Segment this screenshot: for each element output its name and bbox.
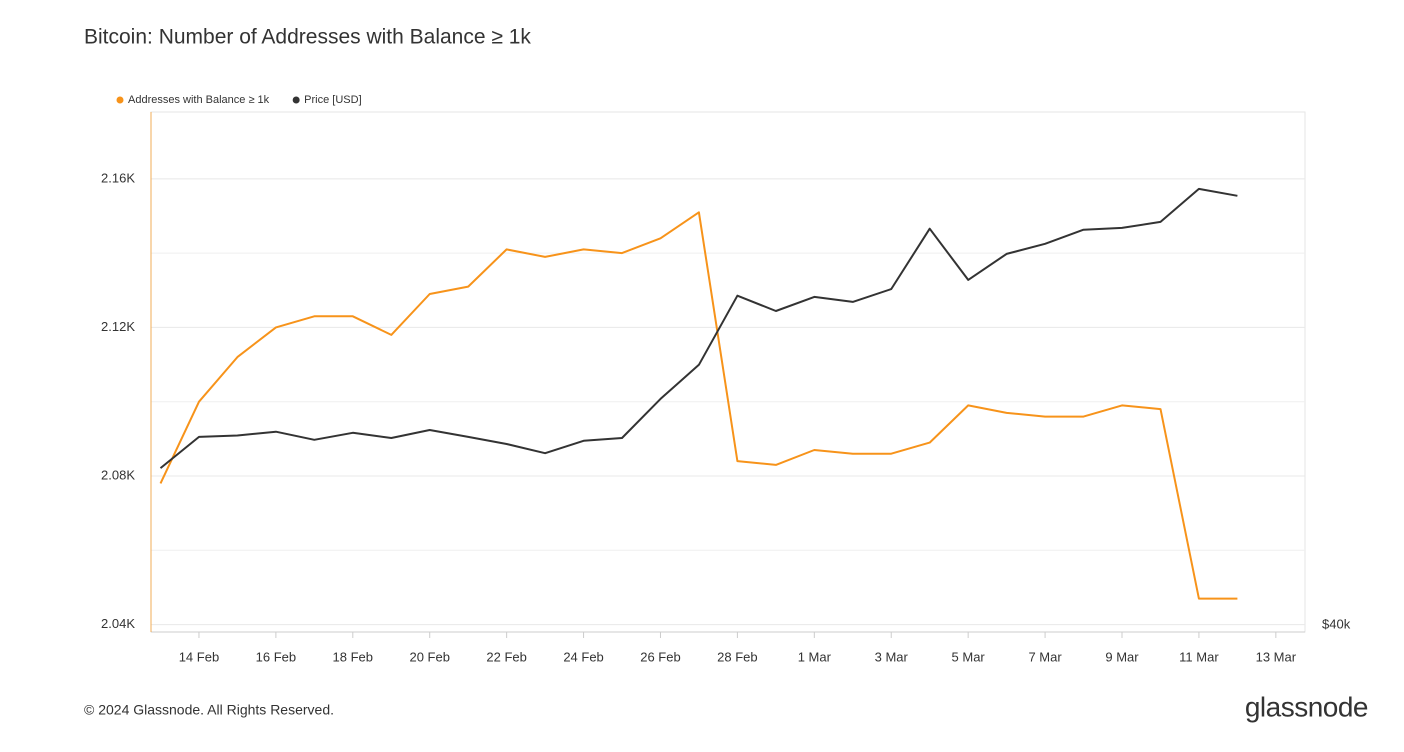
y-tick-label: 2.08K [101, 467, 135, 482]
x-tick-label: 3 Mar [875, 649, 909, 664]
x-tick-label: 24 Feb [563, 649, 603, 664]
brand-logo: glassnode [1245, 691, 1368, 722]
x-tick-label: 18 Feb [333, 649, 373, 664]
legend-marker [292, 96, 300, 104]
chart-title: Bitcoin: Number of Addresses with Balanc… [84, 26, 531, 49]
series-line [159, 187, 1238, 469]
legend-marker [116, 96, 124, 104]
footer: © 2024 Glassnode. All Rights Reserved. [84, 702, 334, 718]
x-tick-label: 5 Mar [952, 649, 986, 664]
y2-tick-label: $40k [1322, 616, 1351, 631]
x-tick-label: 16 Feb [256, 649, 296, 664]
y-tick-label: 2.04K [101, 616, 135, 631]
x-tick-label: 9 Mar [1105, 649, 1139, 664]
series-line [159, 211, 1238, 600]
x-tick-label: 20 Feb [409, 649, 449, 664]
x-tick-label: 11 Mar [1179, 649, 1219, 664]
legend-label: Price [USD] [304, 94, 361, 106]
x-tick-label: 26 Feb [640, 649, 680, 664]
x-tick-label: 13 Mar [1256, 649, 1297, 664]
x-tick-label: 28 Feb [717, 649, 757, 664]
y-tick-label: 2.16K [101, 170, 135, 185]
x-tick-label: 7 Mar [1028, 649, 1062, 664]
plot-frame [150, 111, 1306, 633]
x-tick-label: 14 Feb [179, 649, 219, 664]
y-tick-label: 2.12K [101, 319, 135, 334]
legend-label: Addresses with Balance ≥ 1k [128, 94, 270, 106]
x-tick-label: 1 Mar [798, 649, 832, 664]
x-tick-label: 22 Feb [486, 649, 526, 664]
